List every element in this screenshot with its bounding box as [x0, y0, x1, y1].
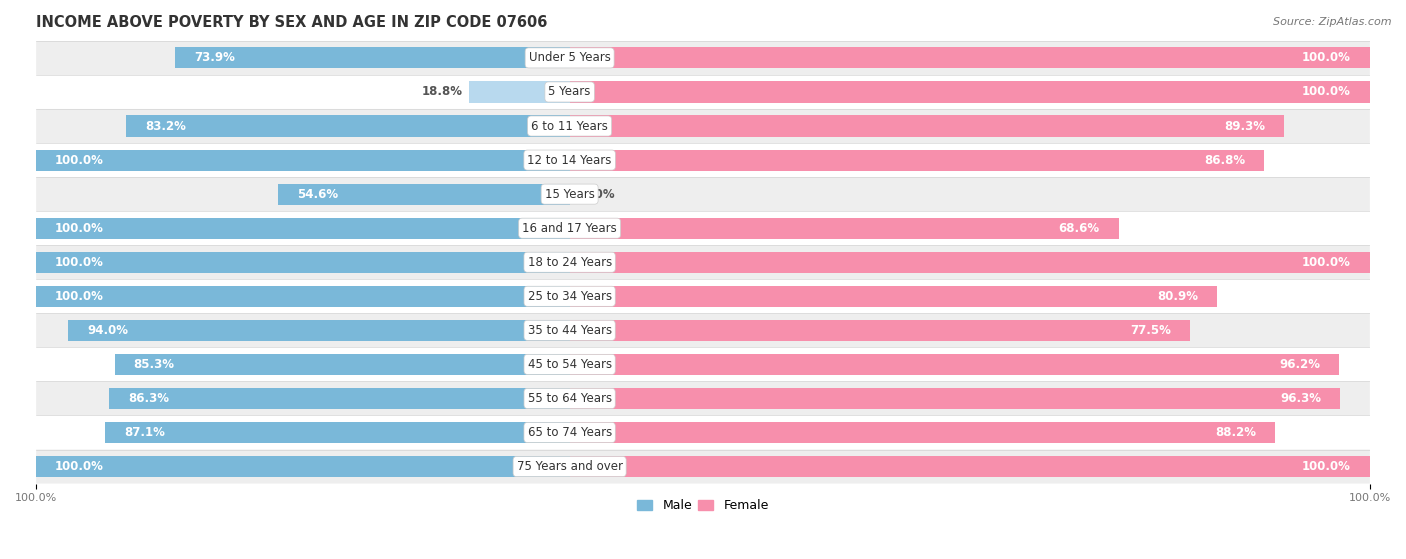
- Bar: [569, 252, 1369, 273]
- Text: 89.3%: 89.3%: [1225, 120, 1265, 132]
- FancyBboxPatch shape: [37, 347, 1369, 381]
- Bar: [569, 116, 1284, 136]
- FancyBboxPatch shape: [37, 245, 1369, 280]
- Bar: [569, 48, 1369, 68]
- Text: 100.0%: 100.0%: [1302, 51, 1351, 64]
- Text: 65 to 74 Years: 65 to 74 Years: [527, 426, 612, 439]
- Text: 100.0%: 100.0%: [55, 255, 104, 269]
- Text: 100.0%: 100.0%: [1302, 255, 1351, 269]
- Text: 35 to 44 Years: 35 to 44 Years: [527, 324, 612, 337]
- Text: 16 and 17 Years: 16 and 17 Years: [522, 222, 617, 235]
- Text: 80.9%: 80.9%: [1157, 290, 1198, 303]
- Text: 100.0%: 100.0%: [55, 222, 104, 235]
- FancyBboxPatch shape: [37, 75, 1369, 109]
- Bar: [37, 217, 569, 239]
- Text: 55 to 64 Years: 55 to 64 Years: [527, 392, 612, 405]
- Bar: [125, 116, 569, 136]
- Text: 6 to 11 Years: 6 to 11 Years: [531, 120, 607, 132]
- Bar: [569, 320, 1189, 341]
- Text: 73.9%: 73.9%: [194, 51, 235, 64]
- Bar: [569, 354, 1340, 375]
- Text: 18.8%: 18.8%: [422, 86, 463, 98]
- Text: 15 Years: 15 Years: [544, 188, 595, 201]
- Text: 18 to 24 Years: 18 to 24 Years: [527, 255, 612, 269]
- FancyBboxPatch shape: [37, 177, 1369, 211]
- FancyBboxPatch shape: [37, 415, 1369, 449]
- Bar: [569, 217, 1119, 239]
- FancyBboxPatch shape: [37, 143, 1369, 177]
- Bar: [569, 456, 1369, 477]
- Text: 12 to 14 Years: 12 to 14 Years: [527, 154, 612, 167]
- Text: 86.3%: 86.3%: [128, 392, 169, 405]
- Text: 0.0%: 0.0%: [582, 188, 614, 201]
- Text: Under 5 Years: Under 5 Years: [529, 51, 610, 64]
- Bar: [569, 388, 1340, 409]
- Text: 77.5%: 77.5%: [1130, 324, 1171, 337]
- Text: 25 to 34 Years: 25 to 34 Years: [527, 290, 612, 303]
- Text: 86.8%: 86.8%: [1204, 154, 1246, 167]
- Bar: [114, 354, 569, 375]
- Text: 100.0%: 100.0%: [1302, 460, 1351, 473]
- Bar: [110, 388, 569, 409]
- FancyBboxPatch shape: [37, 313, 1369, 347]
- Text: 94.0%: 94.0%: [87, 324, 128, 337]
- Bar: [37, 286, 569, 307]
- FancyBboxPatch shape: [37, 381, 1369, 415]
- Bar: [105, 422, 569, 443]
- FancyBboxPatch shape: [37, 41, 1369, 75]
- Bar: [37, 456, 569, 477]
- FancyBboxPatch shape: [37, 280, 1369, 313]
- Text: 75 Years and over: 75 Years and over: [516, 460, 623, 473]
- Bar: [37, 149, 569, 170]
- FancyBboxPatch shape: [37, 449, 1369, 484]
- Text: 68.6%: 68.6%: [1059, 222, 1099, 235]
- Bar: [569, 286, 1218, 307]
- Legend: Male, Female: Male, Female: [633, 494, 773, 517]
- Text: 100.0%: 100.0%: [55, 290, 104, 303]
- Text: 87.1%: 87.1%: [124, 426, 165, 439]
- Text: 5 Years: 5 Years: [548, 86, 591, 98]
- Text: Source: ZipAtlas.com: Source: ZipAtlas.com: [1274, 17, 1392, 27]
- Bar: [470, 82, 569, 102]
- Text: 96.3%: 96.3%: [1281, 392, 1322, 405]
- Bar: [67, 320, 569, 341]
- Text: 88.2%: 88.2%: [1215, 426, 1257, 439]
- Text: 54.6%: 54.6%: [298, 188, 339, 201]
- Text: 45 to 54 Years: 45 to 54 Years: [527, 358, 612, 371]
- FancyBboxPatch shape: [37, 211, 1369, 245]
- Bar: [569, 82, 1369, 102]
- Bar: [278, 183, 569, 205]
- Text: 85.3%: 85.3%: [134, 358, 174, 371]
- Text: 100.0%: 100.0%: [55, 460, 104, 473]
- Text: 100.0%: 100.0%: [55, 154, 104, 167]
- Text: 83.2%: 83.2%: [145, 120, 186, 132]
- Text: 100.0%: 100.0%: [1302, 86, 1351, 98]
- FancyBboxPatch shape: [37, 109, 1369, 143]
- Bar: [569, 149, 1264, 170]
- Text: 96.2%: 96.2%: [1279, 358, 1320, 371]
- Text: INCOME ABOVE POVERTY BY SEX AND AGE IN ZIP CODE 07606: INCOME ABOVE POVERTY BY SEX AND AGE IN Z…: [37, 15, 547, 30]
- Bar: [176, 48, 569, 68]
- Bar: [569, 422, 1275, 443]
- Bar: [37, 252, 569, 273]
